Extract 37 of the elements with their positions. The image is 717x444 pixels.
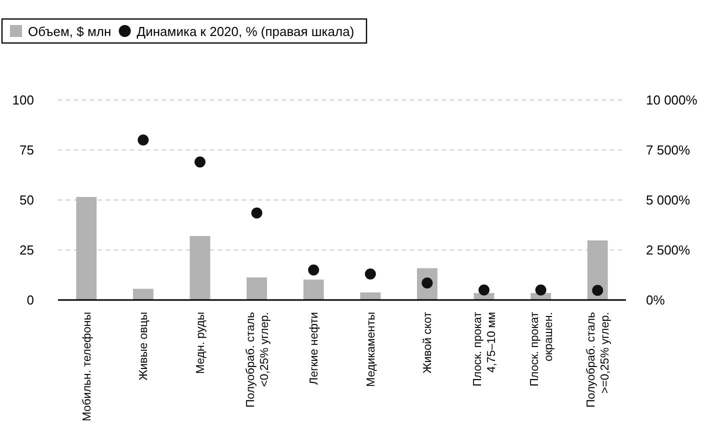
point (308, 264, 320, 276)
y-tick-label: 0 (26, 292, 34, 308)
y-tick-label: 75 (20, 142, 34, 158)
x-tick-label: Полуобраб. сталь <0,25% углер. (244, 312, 271, 408)
point (478, 284, 490, 296)
x-tick-label: Медн. руды (195, 312, 208, 374)
y2-tick-label: 7 500% (646, 142, 691, 158)
point (194, 156, 206, 168)
x-tick-label: Легкие нефти (308, 312, 321, 385)
bar (132, 288, 154, 300)
bar (360, 292, 381, 300)
y2-tick-label: 0% (646, 292, 666, 308)
point (138, 134, 149, 146)
point (251, 208, 262, 218)
bar (76, 197, 97, 300)
bar (303, 280, 324, 300)
x-tick-label: Медикаменты (365, 312, 378, 387)
bar (190, 236, 210, 300)
x-tick-label: Живые овцы (138, 312, 150, 380)
x-tick-label: Полуобраб. сталь >=0,25% углер. (586, 312, 612, 408)
point (364, 268, 376, 280)
x-tick-label: Плоск. прокат окрашен. (528, 311, 555, 386)
bar (587, 240, 608, 300)
x-tick-label: Плоск. прокат 4,75–10 мм (472, 311, 498, 386)
bar (246, 277, 268, 300)
y-tick-label: 50 (20, 192, 34, 208)
y2-tick-label: 2 500% (646, 242, 691, 258)
y2-tick-label: 10 000% (646, 92, 698, 108)
x-tick-label: Мобильн. телефоны (81, 312, 94, 422)
y2-tick-label: 5 000% (646, 192, 691, 208)
legend-label: Динамика к 2020, % (правая шкала) (136, 24, 354, 39)
x-tick-label: Живой скот (422, 311, 434, 374)
legend-label: Объем, $ млн (28, 24, 112, 39)
point (592, 284, 604, 296)
y-tick-label: 25 (20, 242, 34, 258)
point (535, 284, 546, 296)
y-tick-label: 100 (12, 92, 34, 108)
